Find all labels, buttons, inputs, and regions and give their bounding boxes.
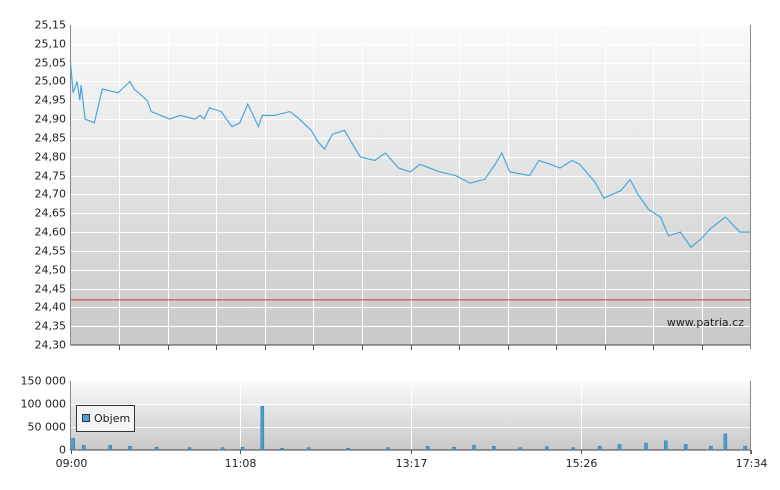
volume-bar bbox=[571, 447, 575, 451]
price-line bbox=[69, 62, 751, 248]
y-tick-label: 24,80 bbox=[35, 151, 67, 164]
y-tick-label: 150 000 bbox=[21, 375, 67, 388]
y-tick-label: 0 bbox=[59, 444, 66, 457]
y-tick-label: 24,75 bbox=[35, 170, 67, 183]
volume-bar bbox=[743, 446, 747, 451]
volume-bar bbox=[425, 446, 430, 451]
volume-bar bbox=[709, 446, 713, 451]
x-tick-label: 17:34 bbox=[736, 457, 768, 470]
y-tick-label: 24,95 bbox=[35, 94, 67, 107]
y-tick-label: 100 000 bbox=[21, 398, 67, 411]
y-tick-label: 24,90 bbox=[35, 113, 67, 126]
volume-bar bbox=[346, 447, 351, 451]
volume-bar bbox=[260, 406, 265, 451]
y-tick-label: 24,40 bbox=[35, 301, 67, 314]
chart-layer: 24,30 24,35 24,40 24,45 24,50 24,55 24,60 24,65… bbox=[21, 19, 768, 471]
volume-bar bbox=[644, 442, 648, 451]
y-tick-label: 24,65 bbox=[35, 207, 67, 220]
y-tick-label: 25,15 bbox=[35, 19, 67, 32]
volume-bar bbox=[683, 444, 688, 451]
volume-bar bbox=[545, 446, 549, 451]
y-tick-label: 24,70 bbox=[35, 188, 67, 201]
price-plot-area bbox=[71, 25, 750, 345]
y-tick-label: 24,45 bbox=[35, 283, 67, 296]
volume-bar bbox=[597, 446, 602, 451]
y-tick-label: 25,00 bbox=[35, 75, 67, 88]
y-tick-label: 50 000 bbox=[28, 421, 67, 434]
volume-bar bbox=[280, 447, 284, 451]
volume-bar bbox=[306, 447, 311, 451]
y-tick-label: 24,85 bbox=[35, 132, 67, 145]
volume-bar bbox=[71, 438, 75, 451]
volume-bar bbox=[723, 433, 728, 451]
x-tick-label: 11:08 bbox=[225, 457, 257, 470]
y-tick-label: 25,05 bbox=[35, 57, 67, 70]
volume-bar bbox=[154, 446, 159, 451]
watermark: www.patria.cz bbox=[667, 316, 744, 329]
volume-bar bbox=[128, 446, 132, 451]
y-tick-label: 24,60 bbox=[35, 226, 67, 239]
volume-bar bbox=[81, 445, 86, 451]
volume-bar bbox=[518, 447, 523, 451]
x-tick-label: 15:26 bbox=[566, 457, 598, 470]
volume-plot-area bbox=[71, 381, 750, 450]
y-tick-label: 24,55 bbox=[35, 245, 67, 258]
legend-label: Objem bbox=[94, 412, 130, 425]
volume-bar bbox=[220, 447, 225, 451]
y-tick-label: 25,10 bbox=[35, 38, 67, 51]
y-tick-label: 24,30 bbox=[35, 339, 67, 352]
legend-swatch bbox=[82, 414, 90, 422]
x-tick-label: 09:00 bbox=[56, 457, 88, 470]
volume-bar bbox=[472, 445, 476, 451]
x-tick-label: 13:17 bbox=[396, 457, 428, 470]
volume-bar bbox=[187, 447, 192, 451]
volume-bar bbox=[386, 447, 390, 451]
volume-bar bbox=[452, 446, 456, 451]
volume-bar bbox=[108, 445, 112, 451]
volume-bar bbox=[492, 446, 496, 451]
volume-bar bbox=[664, 440, 668, 451]
y-tick-label: 24,50 bbox=[35, 264, 67, 277]
volume-bar bbox=[240, 446, 245, 451]
y-tick-label: 24,35 bbox=[35, 320, 67, 333]
volume-bar bbox=[617, 444, 622, 451]
